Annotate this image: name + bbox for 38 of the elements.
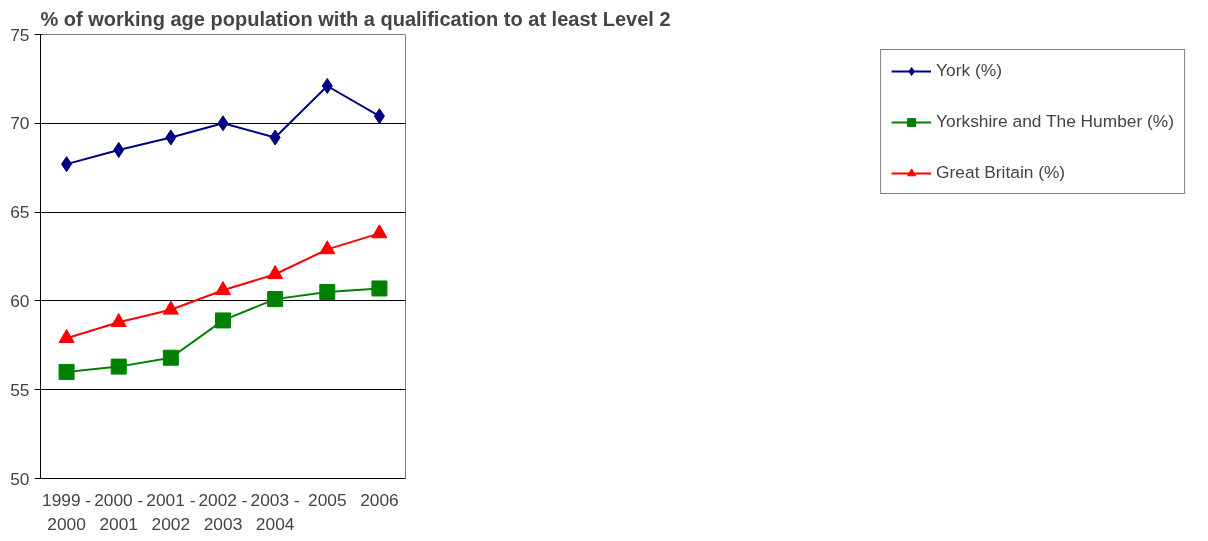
point [110, 358, 127, 375]
point [319, 240, 336, 255]
point [319, 284, 336, 301]
y-tick-label: 75 [10, 24, 30, 45]
point [215, 281, 231, 296]
x-tick-label: 2000 - 2001 [94, 489, 144, 534]
point [58, 329, 75, 344]
point [267, 265, 284, 280]
y-tick-label: 60 [10, 290, 30, 311]
point [58, 363, 75, 380]
x-tick-label: 1999 - 2000 [42, 489, 92, 534]
y-tick-label: 70 [10, 113, 30, 134]
point [321, 78, 333, 94]
point [110, 313, 127, 328]
point [162, 349, 179, 366]
x-tick-label: 2006 [360, 489, 399, 510]
point [269, 129, 281, 146]
point [165, 129, 177, 146]
chart-title: % of working age population with a qualification to at least Level 2 [40, 7, 671, 30]
point [373, 108, 385, 125]
point [162, 300, 179, 315]
y-tick-label: 65 [10, 202, 30, 223]
point [113, 141, 125, 158]
y-tick-label: 50 [10, 468, 30, 489]
point [371, 224, 388, 239]
x-tick-label: 2001 - 2002 [146, 489, 196, 534]
legend-label: Yorkshire and The Humber (%) [936, 111, 1174, 132]
legend-label: York (%) [936, 60, 1002, 81]
x-tick-label: 2005 [308, 489, 347, 510]
point [61, 156, 73, 173]
point [217, 115, 229, 132]
x-tick-label: 2003 - 2004 [250, 489, 300, 534]
point [267, 291, 284, 308]
point [215, 312, 231, 329]
legend-label: Great Britain (%) [936, 162, 1066, 183]
x-tick-label: 2002 - 2003 [198, 489, 248, 534]
point [371, 280, 388, 297]
y-tick-label: 55 [10, 379, 30, 400]
